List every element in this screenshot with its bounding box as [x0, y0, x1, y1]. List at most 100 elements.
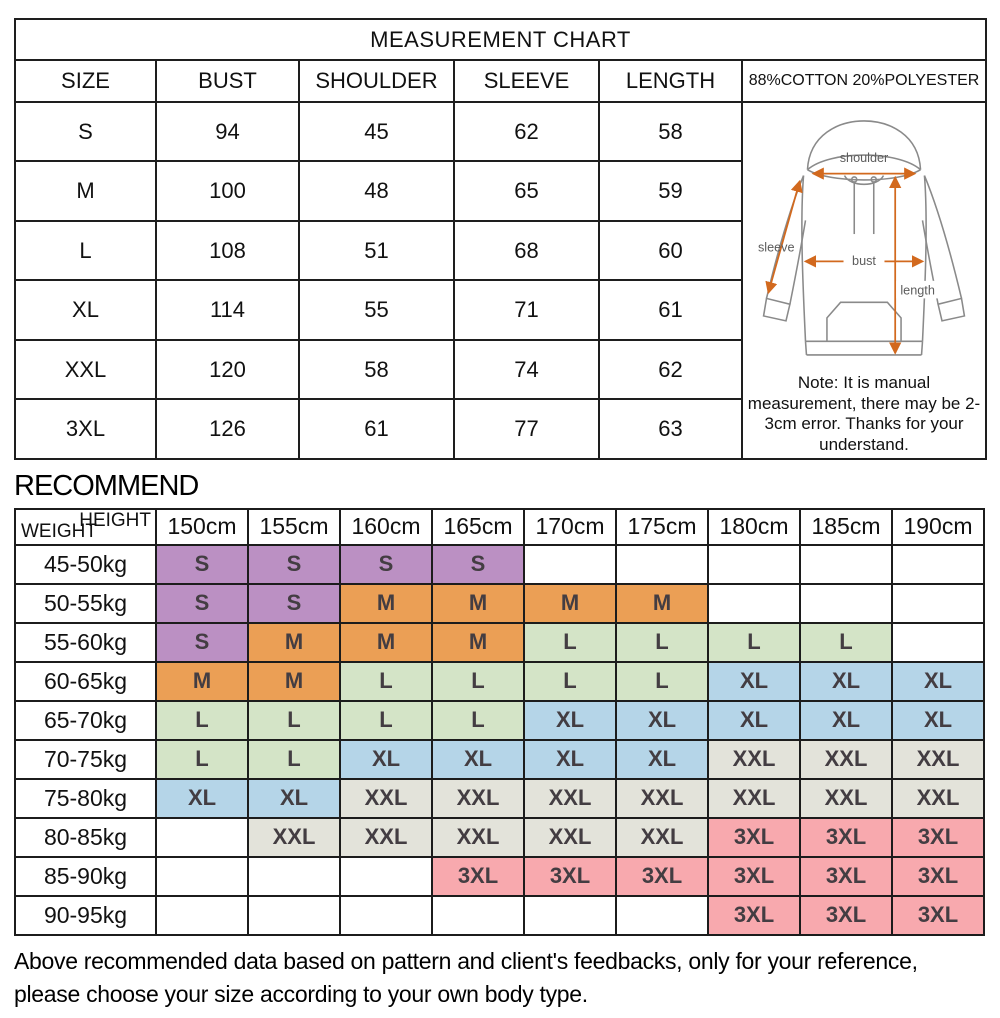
size-cell-xl: XL: [431, 738, 525, 780]
size-cell-xl: XL: [615, 738, 709, 780]
recommend-header-row: HEIGHT WEIGHT 150cm 155cm 160cm 165cm 170cm 1…: [14, 507, 985, 546]
size-label: XL: [14, 279, 157, 341]
length-value: 60: [598, 219, 743, 282]
hoodie-diagram-cell: shoulder sleeve bust length Note: It is …: [740, 101, 988, 460]
size-cell-xl: XL: [707, 660, 801, 702]
height-header: 185cm: [799, 507, 893, 546]
recommend-row: 90-95kg 3XL 3XL 3XL: [14, 894, 985, 936]
size-cell-empty: [891, 582, 985, 624]
size-cell-l: L: [247, 699, 341, 741]
size-cell-xl: XL: [799, 660, 893, 702]
size-cell-xl: XL: [891, 699, 985, 741]
bust-label-bg: [843, 252, 885, 270]
size-cell-xxl: XXL: [339, 777, 433, 819]
size-cell-empty: [891, 621, 985, 663]
size-cell-3xl: 3XL: [891, 855, 985, 897]
measurement-table: MEASUREMENT CHART SIZE BUST SHOULDER SLE…: [13, 18, 988, 460]
size-cell-empty: [615, 894, 709, 936]
weight-range-label: 75-80kg: [14, 777, 157, 819]
size-cell-empty: [155, 894, 249, 936]
size-cell-s: S: [339, 543, 433, 585]
size-cell-3xl: 3XL: [891, 894, 985, 936]
weight-range-label: 60-65kg: [14, 660, 157, 702]
col-header-sleeve: SLEEVE: [453, 59, 600, 103]
size-cell-m: M: [247, 660, 341, 702]
size-cell-empty: [431, 894, 525, 936]
size-cell-s: S: [431, 543, 525, 585]
shoulder-value: 48: [298, 160, 455, 222]
shoulder-value: 58: [298, 338, 455, 401]
bust-value: 94: [155, 100, 300, 163]
size-cell-s: S: [247, 582, 341, 624]
length-value: 61: [598, 279, 743, 341]
height-header: 180cm: [707, 507, 801, 546]
size-cell-l: L: [799, 621, 893, 663]
measurement-row-m: M 100 48 65 59: [14, 160, 986, 222]
height-header: 160cm: [339, 507, 433, 546]
weight-range-label: 90-95kg: [14, 894, 157, 936]
size-cell-3xl: 3XL: [799, 894, 893, 936]
size-cell-s: S: [247, 543, 341, 585]
size-cell-l: L: [155, 699, 249, 741]
measurement-row-3xl: 3XL 126 61 77 63: [14, 398, 986, 460]
size-cell-xxl: XXL: [799, 777, 893, 819]
size-label: S: [14, 100, 157, 163]
sleeve-value: 74: [453, 338, 600, 401]
size-cell-3xl: 3XL: [707, 894, 801, 936]
shoulder-value: 55: [298, 279, 455, 341]
size-cell-l: L: [523, 621, 617, 663]
size-label: M: [14, 160, 157, 222]
size-cell-empty: [891, 543, 985, 585]
measurement-row-l: L 108 51 68 60: [14, 219, 986, 282]
size-cell-3xl: 3XL: [707, 855, 801, 897]
sleeve-value: 65: [453, 160, 600, 222]
measurement-row-xxl: XXL 120 58 74 62: [14, 338, 986, 401]
size-cell-l: L: [339, 699, 433, 741]
sleeve-value: 71: [453, 279, 600, 341]
length-label: length: [900, 284, 934, 298]
size-cell-l: L: [431, 660, 525, 702]
size-cell-l: L: [339, 660, 433, 702]
size-cell-xxl: XXL: [707, 738, 801, 780]
size-cell-m: M: [155, 660, 249, 702]
recommend-row: 70-75kg L L XL XL XL XL XXL XXL XXL: [14, 738, 985, 780]
length-value: 59: [598, 160, 743, 222]
height-header: 165cm: [431, 507, 525, 546]
size-cell-xxl: XXL: [707, 777, 801, 819]
size-cell-empty: [799, 543, 893, 585]
recommend-row: 65-70kg L L L L XL XL XL XL XL: [14, 699, 985, 741]
shoulder-value: 45: [298, 100, 455, 163]
size-cell-3xl: 3XL: [707, 816, 801, 858]
weight-range-label: 55-60kg: [14, 621, 157, 663]
size-cell-empty: [155, 855, 249, 897]
size-cell-l: L: [523, 660, 617, 702]
height-header: 190cm: [891, 507, 985, 546]
size-cell-xl: XL: [799, 699, 893, 741]
size-cell-l: L: [615, 621, 709, 663]
size-cell-empty: [707, 543, 801, 585]
weight-range-label: 85-90kg: [14, 855, 157, 897]
size-cell-l: L: [707, 621, 801, 663]
size-cell-xxl: XXL: [891, 738, 985, 780]
weight-range-label: 70-75kg: [14, 738, 157, 780]
size-label: XXL: [14, 338, 157, 401]
sleeve-value: 77: [453, 398, 600, 460]
weight-range-label: 80-85kg: [14, 816, 157, 858]
recommend-row: 55-60kg S M M M L L L L: [14, 621, 985, 663]
sleeve-value: 68: [453, 219, 600, 282]
bust-value: 114: [155, 279, 300, 341]
footer-line-2: please choose your size according to you…: [14, 980, 588, 1007]
height-header: 155cm: [247, 507, 341, 546]
size-cell-m: M: [247, 621, 341, 663]
recommend-table: HEIGHT WEIGHT 150cm 155cm 160cm 165cm 170cm 1…: [14, 507, 985, 936]
size-cell-empty: [155, 816, 249, 858]
recommend-row: 50-55kg S S M M M M: [14, 582, 985, 624]
shoulder-value: 61: [298, 398, 455, 460]
size-cell-empty: [247, 894, 341, 936]
weight-range-label: 50-55kg: [14, 582, 157, 624]
measurement-note: Note: It is manual measurement, there ma…: [747, 373, 981, 455]
sleeve-label: sleeve: [758, 241, 795, 255]
size-cell-xxl: XXL: [431, 816, 525, 858]
sleeve-arrow: [765, 179, 803, 295]
size-cell-3xl: 3XL: [523, 855, 617, 897]
